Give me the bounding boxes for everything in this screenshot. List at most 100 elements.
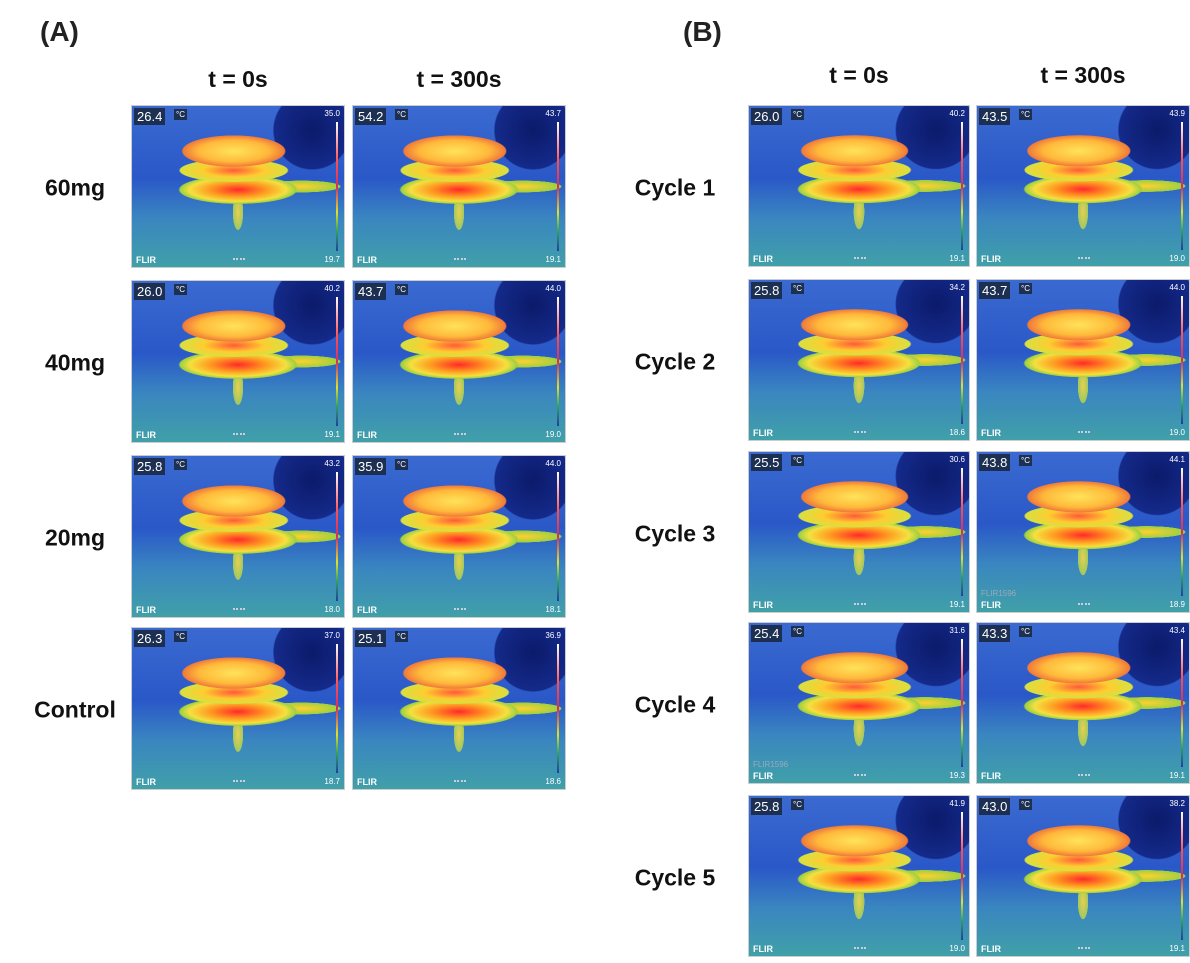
min-temp: 19.0 xyxy=(1169,254,1185,263)
color-scale xyxy=(557,472,559,601)
unit-label: °C xyxy=(174,459,187,470)
min-temp: 18.6 xyxy=(545,777,561,786)
row-label: Cycle 5 xyxy=(610,864,740,891)
menu-dots xyxy=(854,774,866,778)
menu-dots xyxy=(854,431,866,435)
unit-label: °C xyxy=(395,284,408,295)
min-temp: 19.0 xyxy=(1169,428,1185,437)
min-temp: 18.9 xyxy=(1169,600,1185,609)
max-temp: 37.0 xyxy=(324,631,340,640)
color-scale xyxy=(336,122,338,251)
menu-dots xyxy=(1078,603,1090,607)
unit-label: °C xyxy=(791,626,804,637)
temperature-readout: 25.8 xyxy=(751,798,782,815)
menu-dots xyxy=(233,780,245,784)
flir-logo: FLIR xyxy=(981,254,1001,264)
unit-label: °C xyxy=(174,109,187,120)
max-temp: 40.2 xyxy=(949,109,965,118)
flir-logo: FLIR xyxy=(357,777,377,787)
temperature-readout: 26.4 xyxy=(134,108,165,125)
unit-label: °C xyxy=(174,631,187,642)
row-label: Cycle 4 xyxy=(610,691,740,718)
min-temp: 18.1 xyxy=(545,605,561,614)
max-temp: 43.9 xyxy=(1169,109,1185,118)
menu-dots xyxy=(233,433,245,437)
min-temp: 19.1 xyxy=(1169,771,1185,780)
unit-label: °C xyxy=(395,109,408,120)
flir-logo: FLIR xyxy=(753,944,773,954)
temperature-readout: 43.3 xyxy=(979,625,1010,642)
flir-logo: FLIR xyxy=(357,430,377,440)
temperature-readout: 35.9 xyxy=(355,458,386,475)
color-scale xyxy=(557,297,559,426)
column-header: t = 300s xyxy=(973,62,1190,89)
column-header: t = 300s xyxy=(349,66,569,93)
min-temp: 19.3 xyxy=(949,771,965,780)
min-temp: 18.6 xyxy=(949,428,965,437)
watermark: FLIR1596 xyxy=(753,760,788,769)
max-temp: 34.2 xyxy=(949,283,965,292)
flir-logo: FLIR xyxy=(753,428,773,438)
temperature-readout: 54.2 xyxy=(355,108,386,125)
max-temp: 41.9 xyxy=(949,799,965,808)
row-label: Cycle 3 xyxy=(610,520,740,547)
max-temp: 44.1 xyxy=(1169,455,1185,464)
max-temp: 44.0 xyxy=(545,459,561,468)
flir-logo: FLIR xyxy=(357,605,377,615)
color-scale xyxy=(961,296,963,424)
row-label: Cycle 1 xyxy=(610,174,740,201)
min-temp: 19.1 xyxy=(1169,944,1185,953)
color-scale xyxy=(1181,812,1183,940)
min-temp: 18.0 xyxy=(324,605,340,614)
unit-label: °C xyxy=(791,109,804,120)
color-scale xyxy=(1181,468,1183,596)
menu-dots xyxy=(854,947,866,951)
unit-label: °C xyxy=(791,455,804,466)
min-temp: 19.1 xyxy=(949,600,965,609)
column-header: t = 0s xyxy=(128,66,348,93)
color-scale xyxy=(557,644,559,773)
thermal-image: 43.0 °C 38.2 19.1 FLIR xyxy=(976,795,1190,957)
temperature-readout: 25.4 xyxy=(751,625,782,642)
color-scale xyxy=(557,122,559,251)
unit-label: °C xyxy=(1019,799,1032,810)
unit-label: °C xyxy=(791,283,804,294)
row-label: Cycle 2 xyxy=(610,348,740,375)
color-scale xyxy=(1181,639,1183,767)
flir-logo: FLIR xyxy=(981,944,1001,954)
unit-label: °C xyxy=(1019,283,1032,294)
flir-logo: FLIR xyxy=(136,255,156,265)
max-temp: 44.0 xyxy=(1169,283,1185,292)
flir-logo: FLIR xyxy=(753,771,773,781)
max-temp: 35.0 xyxy=(324,109,340,118)
temperature-readout: 43.5 xyxy=(979,108,1010,125)
flir-logo: FLIR xyxy=(753,254,773,264)
min-temp: 19.1 xyxy=(324,430,340,439)
color-scale xyxy=(336,297,338,426)
flir-logo: FLIR xyxy=(981,428,1001,438)
menu-dots xyxy=(454,258,466,262)
column-header: t = 0s xyxy=(749,62,969,89)
max-temp: 43.7 xyxy=(545,109,561,118)
temperature-readout: 43.0 xyxy=(979,798,1010,815)
menu-dots xyxy=(854,603,866,607)
temperature-readout: 26.3 xyxy=(134,630,165,647)
min-temp: 18.7 xyxy=(324,777,340,786)
color-scale xyxy=(336,472,338,601)
menu-dots xyxy=(454,608,466,612)
menu-dots xyxy=(454,780,466,784)
min-temp: 19.0 xyxy=(545,430,561,439)
flir-logo: FLIR xyxy=(981,771,1001,781)
color-scale xyxy=(961,468,963,596)
unit-label: °C xyxy=(395,631,408,642)
unit-label: °C xyxy=(174,284,187,295)
max-temp: 38.2 xyxy=(1169,799,1185,808)
unit-label: °C xyxy=(395,459,408,470)
